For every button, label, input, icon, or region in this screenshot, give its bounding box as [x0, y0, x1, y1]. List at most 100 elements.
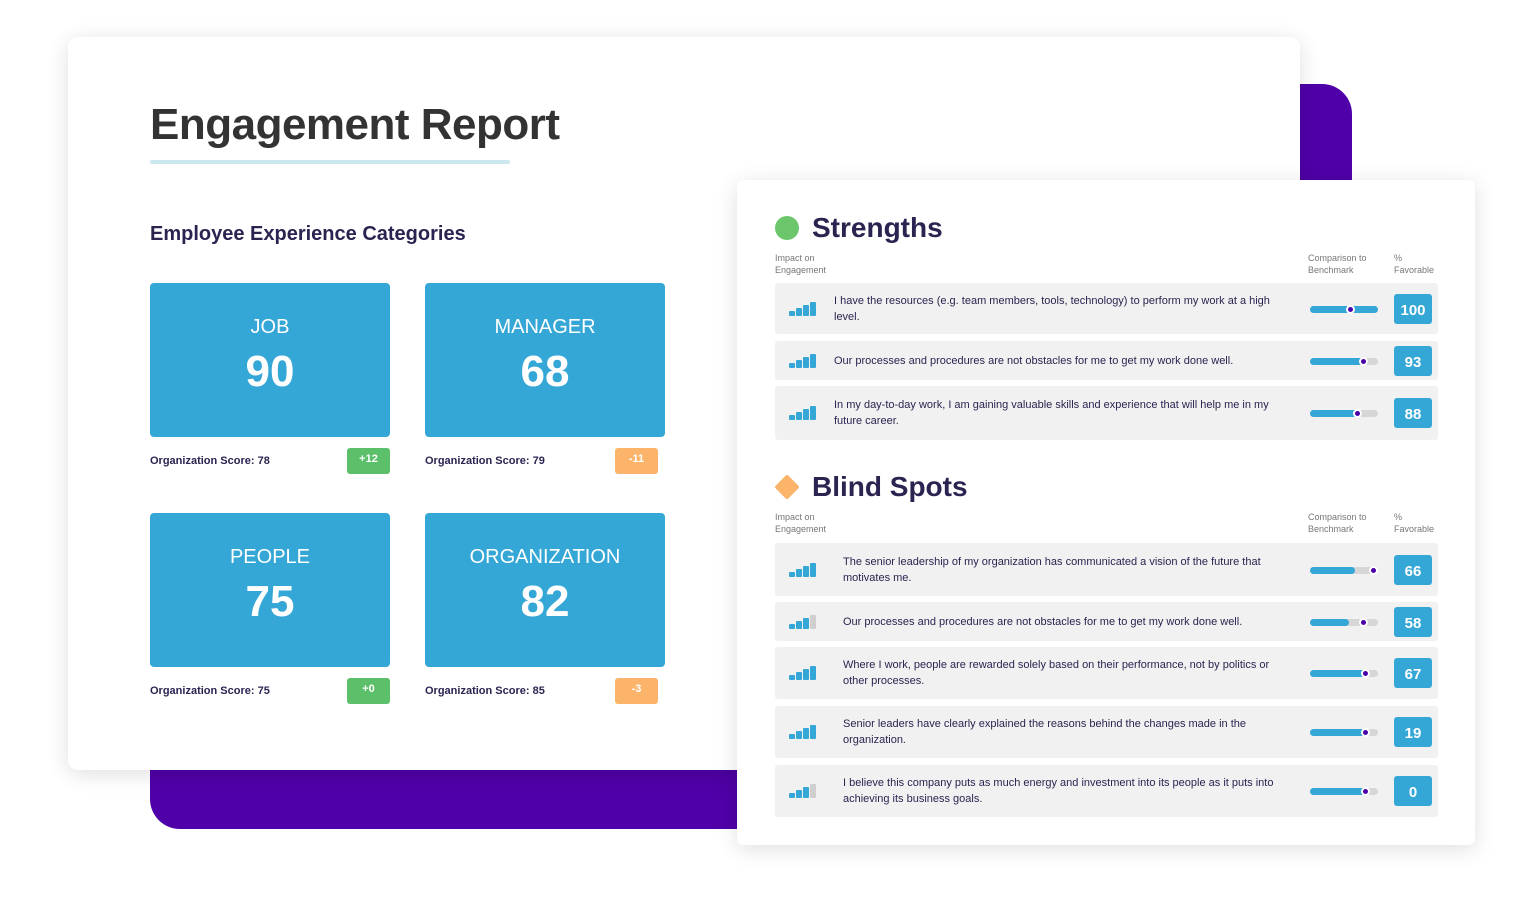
impact-bar	[796, 790, 802, 798]
impact-icon	[789, 614, 817, 629]
statement-row: Our processes and procedures are not obs…	[775, 602, 1438, 641]
benchmark-marker	[1358, 617, 1368, 627]
category-label: MANAGER	[494, 316, 596, 338]
column-header: Comparison to Benchmark	[1308, 512, 1367, 534]
impact-bar	[789, 571, 795, 577]
benchmark-fill	[1310, 729, 1366, 736]
benchmark-track	[1310, 728, 1378, 737]
section-icon	[775, 216, 799, 240]
benchmark-track	[1310, 617, 1378, 627]
benchmark-marker	[1361, 669, 1371, 678]
impact-bar	[810, 725, 816, 739]
section-subtitle: Employee Experience Categories	[150, 223, 466, 245]
benchmark-track	[1310, 669, 1378, 678]
impact-bar	[803, 728, 809, 739]
benchmark-marker	[1368, 565, 1378, 575]
benchmark-marker	[1353, 409, 1363, 418]
benchmark-fill	[1310, 410, 1362, 417]
category-label: ORGANIZATION	[469, 546, 621, 568]
impact-bar	[796, 731, 802, 739]
report-title: Engagement Report	[150, 100, 560, 149]
impact-bar	[796, 307, 802, 316]
impact-bar	[803, 617, 809, 629]
statement-row: I believe this company puts as much ener…	[775, 765, 1438, 817]
favorable-score: 67	[1394, 658, 1432, 688]
benchmark-marker	[1358, 356, 1368, 366]
column-header: Impact on Engagement	[775, 512, 827, 534]
organization-score: Organization Score: 75	[150, 685, 270, 697]
section-title: Strengths	[812, 212, 943, 243]
benchmark-fill	[1310, 670, 1366, 677]
benchmark-fill	[1310, 788, 1366, 795]
benchmark-track	[1310, 565, 1378, 575]
category-score: 68	[520, 347, 570, 396]
impact-bar	[796, 412, 802, 420]
impact-bar	[796, 568, 802, 577]
impact-icon	[789, 406, 817, 420]
benchmark-track	[1310, 356, 1378, 366]
category-label: PEOPLE	[229, 546, 311, 568]
organization-score: Organization Score: 78	[150, 455, 270, 467]
category-label: JOB	[250, 316, 290, 338]
column-header: % Favorable	[1394, 512, 1435, 534]
statement-text: Our processes and procedures are not obs…	[843, 615, 1243, 628]
delta-badge: +0	[347, 678, 390, 704]
favorable-score: 93	[1394, 345, 1432, 376]
section-title: Blind Spots	[812, 471, 968, 502]
impact-bar	[803, 409, 809, 420]
benchmark-marker	[1345, 304, 1355, 314]
impact-icon	[789, 562, 817, 577]
impact-bar	[796, 620, 802, 629]
impact-bar	[810, 784, 816, 798]
delta-badge: -11	[615, 448, 658, 474]
statement-row: I have the resources (e.g. team members,…	[775, 283, 1438, 334]
category-tile: MANAGER 68	[425, 283, 665, 437]
impact-bar	[810, 562, 816, 577]
benchmark-fill	[1310, 566, 1355, 574]
impact-bar	[789, 675, 795, 680]
category-tile: ORGANIZATION 82	[425, 513, 665, 667]
impact-bar	[789, 415, 795, 420]
benchmark-track	[1310, 787, 1378, 796]
benchmark-fill	[1310, 305, 1378, 313]
impact-bar	[789, 623, 795, 629]
statement-row: Senior leaders have clearly explained th…	[775, 706, 1438, 758]
statement-text: I have the resources (e.g. team members,…	[834, 294, 1270, 323]
favorable-score: 88	[1394, 398, 1432, 428]
favorable-score: 58	[1394, 606, 1432, 637]
benchmark-marker	[1361, 728, 1371, 737]
favorable-score: 19	[1394, 717, 1432, 747]
column-header: Impact on Engagement	[775, 253, 827, 275]
statement-row: In my day-to-day work, I am gaining valu…	[775, 386, 1438, 440]
statement-row: The senior leadership of my organization…	[775, 543, 1438, 596]
column-header: % Favorable	[1394, 253, 1435, 275]
category-score: 82	[520, 577, 570, 626]
organization-score: Organization Score: 79	[425, 455, 545, 467]
category-score: 90	[245, 347, 295, 396]
impact-bar	[789, 362, 795, 368]
impact-bar	[789, 310, 795, 316]
impact-bar	[803, 787, 809, 798]
impact-icon	[789, 353, 817, 368]
benchmark-fill	[1310, 618, 1350, 626]
category-score: 75	[245, 577, 295, 626]
statement-text: I believe this company puts as much ener…	[843, 777, 1274, 805]
impact-icon	[789, 784, 817, 798]
statement-text: Senior leaders have clearly explained th…	[843, 718, 1246, 746]
impact-bar	[789, 734, 795, 739]
benchmark-fill	[1310, 357, 1368, 365]
benchmark-marker	[1361, 787, 1371, 796]
impact-icon	[789, 725, 817, 739]
title-underline	[150, 160, 510, 164]
impact-bar	[810, 406, 816, 420]
delta-badge: -3	[615, 678, 658, 704]
organization-score: Organization Score: 85	[425, 685, 545, 697]
statement-text: Where I work, people are rewarded solely…	[843, 659, 1270, 687]
impact-bar	[796, 359, 802, 368]
delta-badge: +12	[347, 448, 390, 474]
impact-bar	[810, 301, 816, 316]
statement-row: Our processes and procedures are not obs…	[775, 341, 1438, 380]
impact-bar	[789, 793, 795, 798]
